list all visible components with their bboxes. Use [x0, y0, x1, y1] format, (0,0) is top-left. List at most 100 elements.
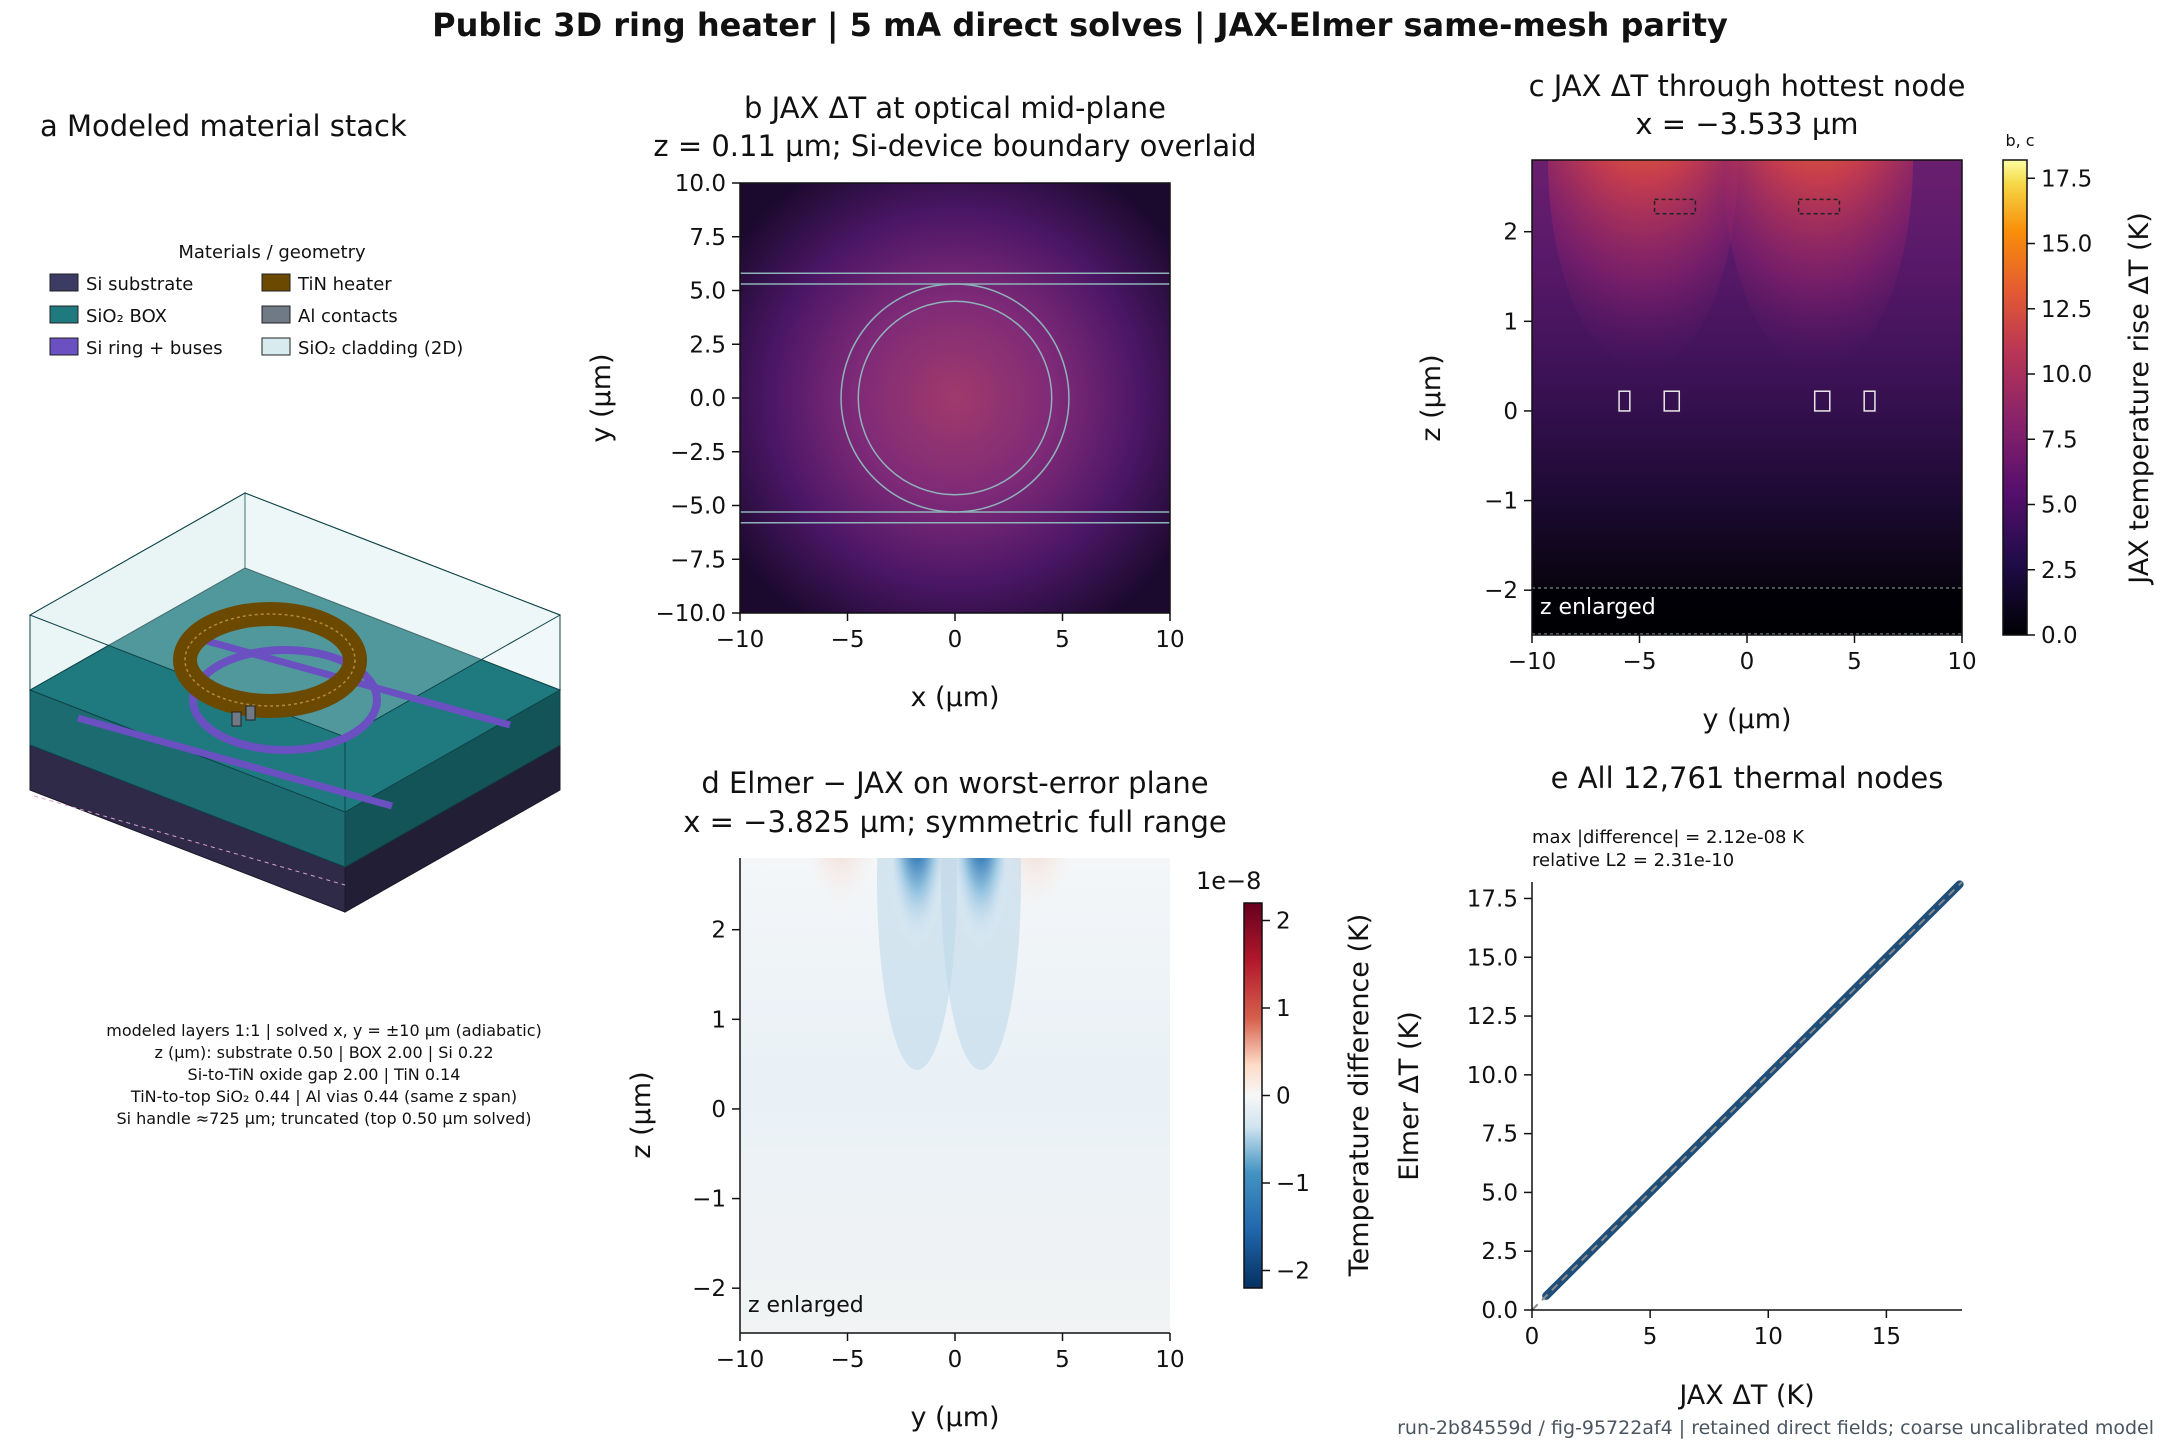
legend-swatch-si-substrate	[49, 273, 79, 292]
panel-d-heatmap	[740, 858, 1170, 1333]
legend-swatch-sio2-box	[49, 305, 79, 324]
colorbar-bc-tick-label: 7.5	[2041, 427, 2078, 453]
colorbar-bc-label: JAX temperature rise ΔT (K)	[2124, 212, 2155, 586]
panel-c-xtick-label: 10	[1947, 649, 1976, 675]
panel-c-xtick-label: −5	[1623, 649, 1657, 675]
colorbar-bc-tick-label: 10.0	[2041, 362, 2092, 388]
panel-b-ytick-label: 2.5	[689, 332, 726, 358]
colorbar-d-tick-label: −2	[1276, 1259, 1310, 1285]
stack-note-4: TiN-to-top SiO₂ 0.44 | Al vias 0.44 (sam…	[130, 1087, 517, 1106]
panel-c-ytick-label: 2	[1503, 220, 1518, 246]
panel-c-subtitle: x = −3.533 µm	[1635, 107, 1858, 141]
panel-b-heatmap	[740, 183, 1170, 613]
stack-notes: modeled layers 1:1 | solved x, y = ±10 µ…	[106, 1021, 541, 1128]
panel-a: a Modeled material stack Materials / geo…	[28, 109, 562, 1128]
panel-e-ytick-label: 12.5	[1467, 1004, 1518, 1030]
colorbar-bc-tick-label: 5.0	[2041, 493, 2078, 519]
si-device-boundary-overlay	[740, 272, 1170, 524]
panel-e-xtick-label: 0	[1525, 1324, 1540, 1350]
panel-b-ylabel: y (µm)	[586, 353, 617, 442]
colorbar-d-ticks: 2 1 0 −1 −2	[1262, 909, 1310, 1285]
colorbar-d-scale: 1e−8	[1196, 867, 1261, 895]
colorbar-bc-tick-label: 15.0	[2041, 232, 2092, 258]
panel-a-title: a Modeled material stack	[40, 109, 407, 143]
stack-note-1: modeled layers 1:1 | solved x, y = ±10 µ…	[106, 1021, 541, 1040]
colorbar-bc-ticks: 17.5 15.0 12.5 10.0 7.5 5.0 2.5 0.0	[2027, 166, 2092, 649]
panel-c-xtick-label: −10	[1508, 649, 1557, 675]
panel-b-ytick-label: 7.5	[689, 225, 726, 251]
panel-d-ytick-label: 1	[711, 1007, 726, 1033]
panel-b-y-ticks: 10.0 7.5 5.0 2.5 0.0 −2.5 −5.0 −7.5 −10.0	[656, 171, 740, 627]
panel-b-title: b JAX ΔT at optical mid-plane	[744, 91, 1166, 125]
panel-c-xtick-label: 0	[1740, 649, 1755, 675]
panel-c-heatmap	[1532, 160, 1962, 635]
panel-c: c JAX ΔT through hottest node x = −3.533…	[1416, 69, 2155, 735]
colorbar-bc-tick-label: 12.5	[2041, 297, 2092, 323]
colorbar-bc-tick-label: 2.5	[2041, 558, 2078, 584]
figure-title: Public 3D ring heater | 5 mA direct solv…	[432, 6, 1728, 45]
panel-b-ytick-label: −10.0	[656, 601, 726, 627]
panel-d-y-ticks: 2 1 0 −1 −2	[692, 918, 740, 1302]
panel-b-ytick-label: −5.0	[670, 494, 726, 520]
panel-b-xtick-label: 5	[1055, 627, 1070, 653]
panel-e-ytick-label: 17.5	[1467, 886, 1518, 912]
panel-b: b JAX ΔT at optical mid-plane z = 0.11 µ…	[586, 91, 1257, 713]
panel-e-title: e All 12,761 thermal nodes	[1551, 761, 1944, 795]
legend-title: Materials / geometry	[178, 242, 366, 263]
panel-d-xtick-label: −5	[831, 1347, 865, 1373]
colorbar-bc-tick-label: 17.5	[2041, 166, 2092, 192]
panel-b-xtick-label: −10	[716, 627, 765, 653]
panel-d-x-ticks: −10 −5 0 5 10	[716, 1333, 1185, 1373]
legend-label-sio2-box: SiO₂ BOX	[86, 306, 167, 327]
panel-e-y-ticks: 17.5 15.0 12.5 10.0 7.5 5.0 2.5 0.0	[1467, 886, 1532, 1324]
panel-e-xtick-label: 15	[1872, 1324, 1901, 1350]
legend-label-tin-heater: TiN heater	[297, 274, 392, 295]
panel-c-annotation: z enlarged	[1540, 595, 1656, 620]
stack-note-2: z (µm): substrate 0.50 | BOX 2.00 | Si 0…	[154, 1043, 493, 1062]
panel-b-xlabel: x (µm)	[910, 682, 999, 713]
panel-c-ytick-label: −2	[1484, 578, 1518, 604]
ring-waveguide-edge	[840, 283, 1070, 513]
panel-c-ytick-label: −1	[1484, 489, 1518, 515]
stack-3d-illustration	[28, 492, 562, 913]
panel-b-ytick-label: −2.5	[670, 440, 726, 466]
legend-swatch-sio2-cladding	[261, 337, 291, 356]
panel-b-ytick-label: 5.0	[689, 279, 726, 305]
panel-e-ytick-label: 2.5	[1481, 1239, 1518, 1265]
panel-b-xtick-label: 0	[948, 627, 963, 653]
waveguide-cross-section	[1663, 390, 1681, 412]
panel-e: e All 12,761 thermal nodes max |differen…	[1394, 761, 1964, 1411]
panel-b-subtitle: z = 0.11 µm; Si-device boundary overlaid	[653, 129, 1256, 163]
legend-label-sio2-cladding: SiO₂ cladding (2D)	[298, 338, 463, 359]
panel-b-ytick-label: 0.0	[689, 386, 726, 412]
panel-d-ytick-label: 2	[711, 918, 726, 944]
panel-d-subtitle: x = −3.825 µm; symmetric full range	[683, 805, 1227, 839]
colorbar-d-tick-label: −1	[1276, 1171, 1310, 1197]
waveguide-cross-section	[1863, 390, 1876, 412]
panel-e-ytick-label: 15.0	[1467, 945, 1518, 971]
panel-d-ylabel: z (µm)	[626, 1071, 657, 1158]
panel-e-plot	[1531, 880, 1964, 1311]
legend-swatch-al-contacts	[261, 305, 291, 324]
panel-d-xtick-label: 0	[948, 1347, 963, 1373]
panel-c-structures	[1618, 198, 1876, 412]
panel-c-xlabel: y (µm)	[1702, 704, 1791, 735]
waveguide-cross-section	[1813, 390, 1831, 412]
panel-b-ytick-label: 10.0	[675, 171, 726, 197]
panel-c-ytick-label: 0	[1503, 399, 1518, 425]
panel-e-stat-l2: relative L2 = 2.31e-10	[1532, 850, 1734, 871]
legend-label-si-substrate: Si substrate	[86, 274, 193, 295]
legend-label-al-contacts: Al contacts	[298, 306, 398, 327]
colorbar-d	[1243, 902, 1263, 1289]
panel-d-ytick-label: 0	[711, 1097, 726, 1123]
identity-reference-line	[1531, 881, 1963, 1311]
panel-e-ytick-label: 10.0	[1467, 1063, 1518, 1089]
panel-d-title: d Elmer − JAX on worst-error plane	[701, 766, 1208, 800]
panel-e-ytick-label: 5.0	[1481, 1180, 1518, 1206]
panel-e-stat-max: max |difference| = 2.12e-08 K	[1532, 827, 1805, 848]
colorbar-d-label: Temperature difference (K)	[1344, 914, 1375, 1278]
material-legend: Si substrate TiN heater SiO₂ BOX Al cont…	[49, 273, 463, 359]
colorbar-bc-header: b, c	[2005, 131, 2034, 150]
panel-c-x-ticks: −10 −5 0 5 10	[1508, 635, 1977, 675]
colorbar-d-tick-label: 0	[1276, 1084, 1291, 1110]
